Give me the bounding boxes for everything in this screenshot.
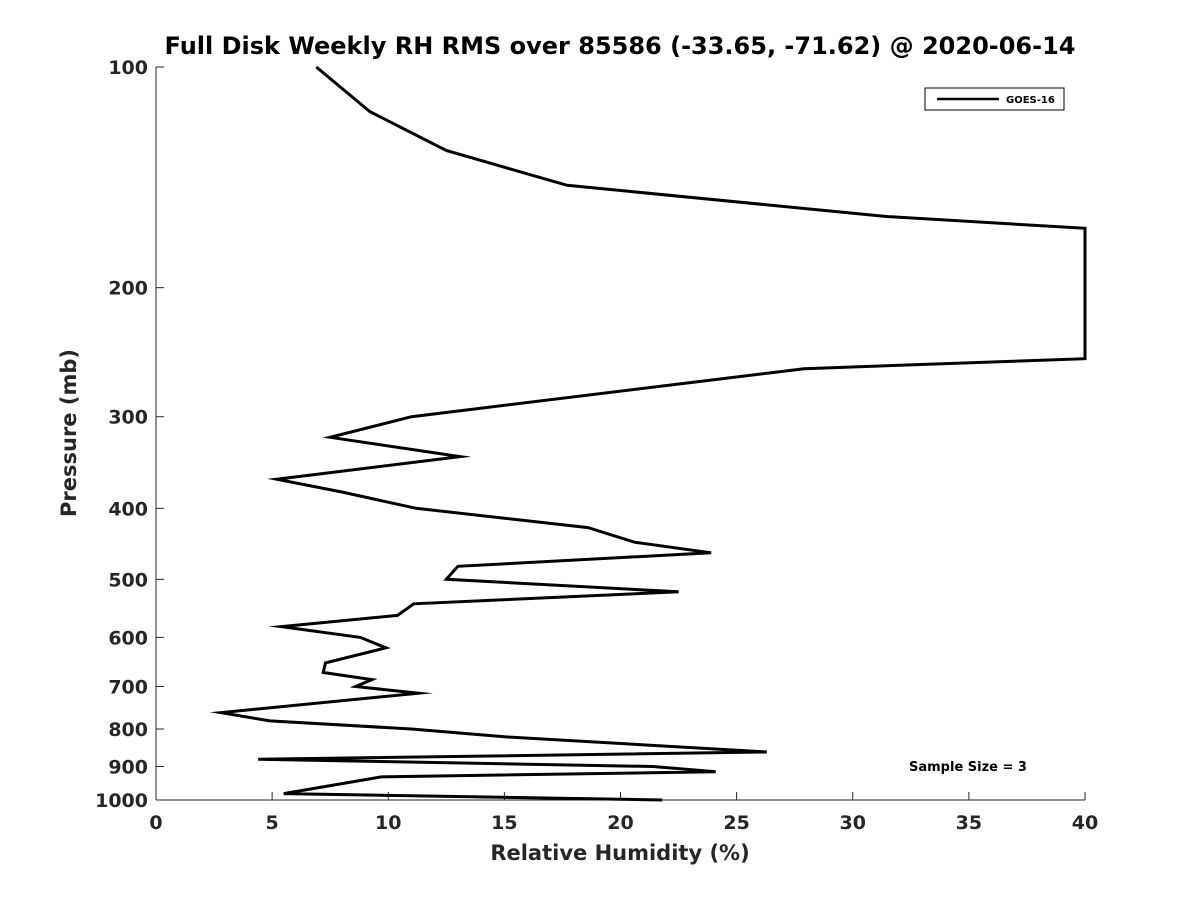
legend: GOES-16 xyxy=(924,87,1065,111)
x-axis-label: Relative Humidity (%) xyxy=(490,841,749,865)
x-ticks: 0 5 10 15 20 25 30 35 40 xyxy=(149,792,1098,834)
x-tick-label: 0 xyxy=(149,812,162,834)
y-tick-label: 600 xyxy=(108,627,148,649)
x-tick-label: 15 xyxy=(491,812,517,834)
legend-label: GOES-16 xyxy=(1006,95,1055,106)
x-tick-label: 25 xyxy=(723,812,749,834)
y-tick-label: 100 xyxy=(108,57,148,79)
x-tick-label: 40 xyxy=(1072,812,1098,834)
x-tick-label: 35 xyxy=(956,812,982,834)
x-tick-label: 5 xyxy=(266,812,279,834)
chart-title: Full Disk Weekly RH RMS over 85586 (-33.… xyxy=(165,32,1076,60)
y-tick-label: 400 xyxy=(108,498,148,520)
axes xyxy=(155,67,1085,801)
y-tick-label: 700 xyxy=(108,676,148,698)
series-layer xyxy=(209,65,1087,802)
y-axis-label: Pressure (mb) xyxy=(57,349,81,517)
x-tick-label: 20 xyxy=(607,812,633,834)
y-tick-label: 200 xyxy=(108,278,148,300)
x-tick-label: 10 xyxy=(375,812,401,834)
y-tick-label: 300 xyxy=(108,407,148,429)
y-tick-label: 500 xyxy=(108,569,148,591)
x-tick-label: 30 xyxy=(840,812,866,834)
y-tick-label: 900 xyxy=(108,756,148,778)
y-tick-label: 800 xyxy=(108,719,148,741)
series-line-goes-16 xyxy=(209,65,1087,802)
y-tick-label: 1000 xyxy=(95,790,148,812)
y-ticks: 100 200 300 400 500 600 700 800 900 1000 xyxy=(95,57,164,812)
sample-size-annotation: Sample Size = 3 xyxy=(909,760,1027,775)
